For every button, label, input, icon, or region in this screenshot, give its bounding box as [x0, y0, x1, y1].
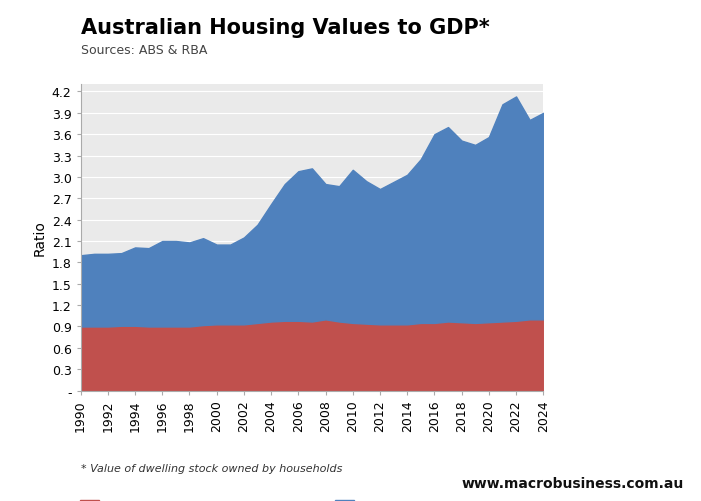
Y-axis label: Ratio: Ratio	[32, 220, 46, 256]
Text: www.macrobusiness.com.au: www.macrobusiness.com.au	[461, 476, 683, 490]
Text: Australian Housing Values to GDP*: Australian Housing Values to GDP*	[81, 18, 489, 38]
Text: BUSINESS: BUSINESS	[582, 49, 655, 62]
Text: Sources: ABS & RBA: Sources: ABS & RBA	[81, 44, 207, 57]
Text: MACRO: MACRO	[587, 25, 650, 40]
Text: * Value of dwelling stock owned by households: * Value of dwelling stock owned by house…	[81, 463, 342, 473]
Legend: Residential Structure Component, Residential Land Component: Residential Structure Component, Residen…	[75, 495, 549, 501]
